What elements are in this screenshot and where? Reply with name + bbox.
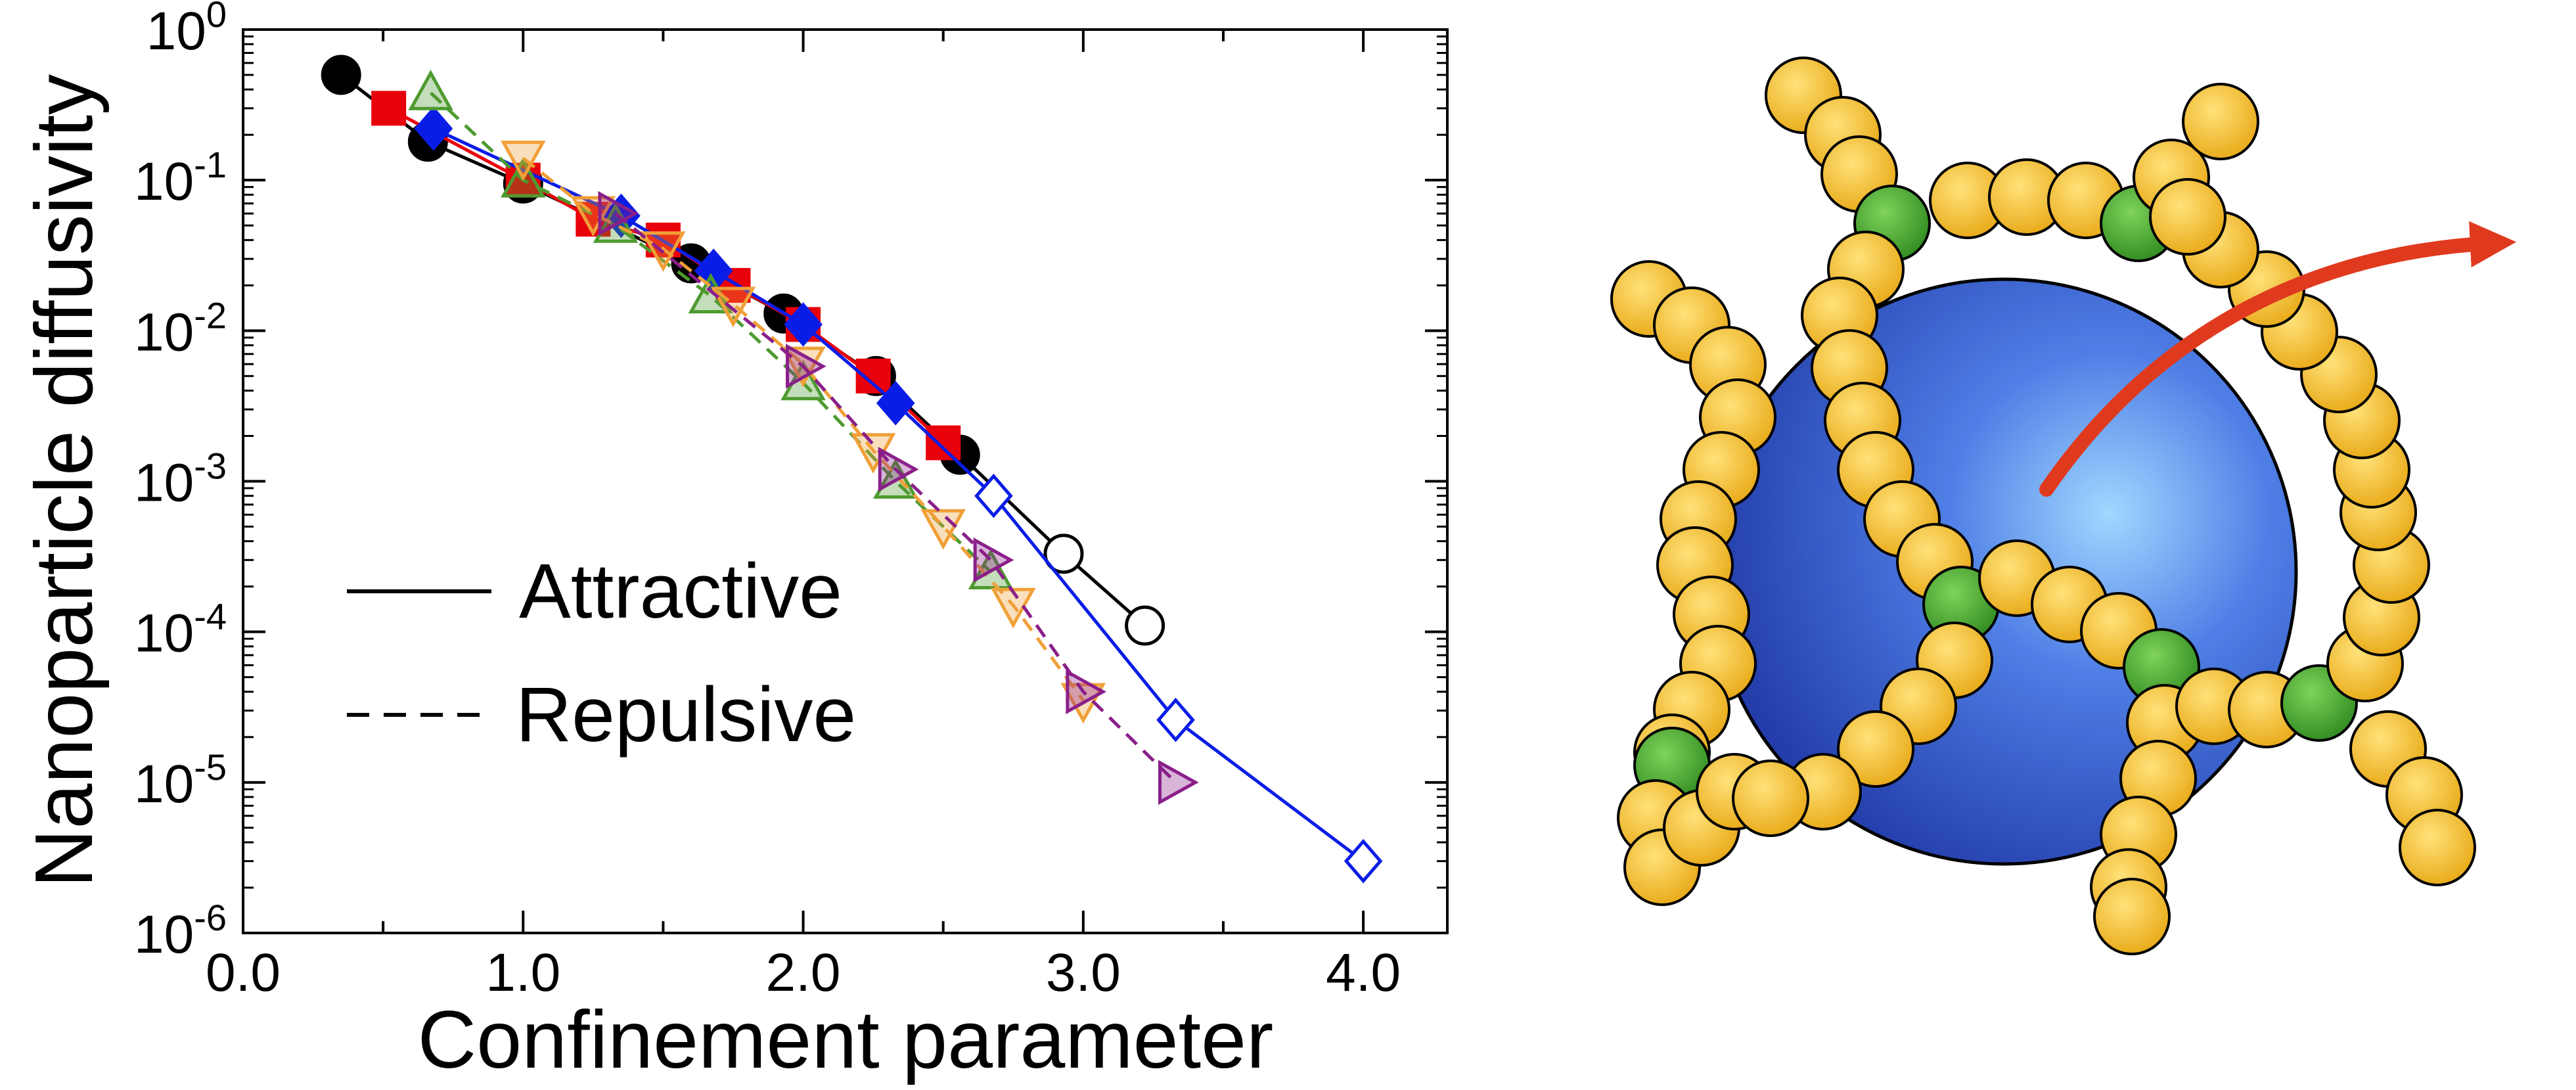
data-point [920, 509, 966, 550]
data-point [501, 141, 546, 181]
polymer-bead [1837, 710, 1914, 788]
data-point [973, 537, 1014, 583]
nanoparticle-illustration [1610, 57, 2517, 955]
x-tick-labels: 0.0 1.0 2.0 3.0 4.0 [206, 943, 1401, 1003]
data-point [1344, 838, 1383, 884]
y-tick-label: 100 [147, 0, 227, 61]
series-3 [408, 70, 1014, 589]
data-point [1125, 605, 1165, 646]
y-tick-labels: 10-6 10-5 10-4 10-3 10-2 10-1 100 [134, 0, 227, 965]
series-line [432, 127, 1365, 863]
data-point [1066, 669, 1106, 715]
data-point [878, 447, 919, 492]
series-layer [321, 55, 1383, 884]
plot-frame [242, 28, 1449, 934]
y-tick-label: 10-6 [134, 897, 227, 965]
series-line [340, 74, 1146, 627]
diffusivity-chart: 10-6 10-5 10-4 10-3 10-2 10-1 100 0.0 1.0 2.0 3.0… [19, 0, 1449, 1085]
data-point [710, 286, 756, 328]
y-tick-label: 10-2 [134, 294, 227, 362]
polymer-bead [2182, 83, 2259, 160]
data-point [570, 196, 616, 237]
series-5 [598, 191, 1199, 806]
polymer-network [1610, 57, 2476, 955]
series-1 [371, 91, 961, 461]
data-point [1043, 534, 1084, 574]
x-tick-label: 3.0 [1046, 943, 1121, 1003]
data-point [1158, 760, 1199, 806]
data-point [784, 302, 823, 347]
data-point [991, 587, 1036, 629]
polymer-bead [2093, 878, 2171, 955]
y-tick-label: 10-5 [134, 746, 227, 814]
x-tick-label: 2.0 [766, 943, 841, 1003]
data-point [926, 425, 961, 461]
y-tick-label: 10-4 [134, 596, 227, 664]
data-point [1156, 697, 1195, 742]
legend-label-attractive: Attractive [519, 548, 842, 635]
data-point [408, 70, 453, 110]
x-tick-label: 1.0 [486, 943, 560, 1003]
polymer-bead [2399, 809, 2476, 886]
data-point [876, 380, 915, 426]
legend: Attractive Repulsive [347, 548, 856, 758]
data-point [321, 55, 361, 95]
polymer-bead [2149, 178, 2226, 256]
data-point [598, 191, 639, 237]
axis-ticks [242, 28, 1447, 934]
data-point [974, 473, 1013, 518]
series-line [614, 212, 1177, 784]
x-tick-label: 4.0 [1326, 943, 1401, 1003]
legend-label-repulsive: Repulsive [516, 671, 856, 758]
x-axis-label: Confinement parameter [418, 995, 1274, 1085]
y-tick-label: 10-1 [134, 144, 227, 212]
diffusion-arrow [2039, 221, 2517, 497]
y-axis-label: Nanoparticle diffusivity [19, 74, 110, 888]
data-point [371, 91, 407, 126]
polymer-bead [1732, 760, 1809, 837]
y-tick-label: 10-3 [134, 445, 227, 513]
data-point [786, 344, 826, 389]
data-point [414, 106, 453, 151]
x-tick-label: 0.0 [206, 943, 281, 1003]
